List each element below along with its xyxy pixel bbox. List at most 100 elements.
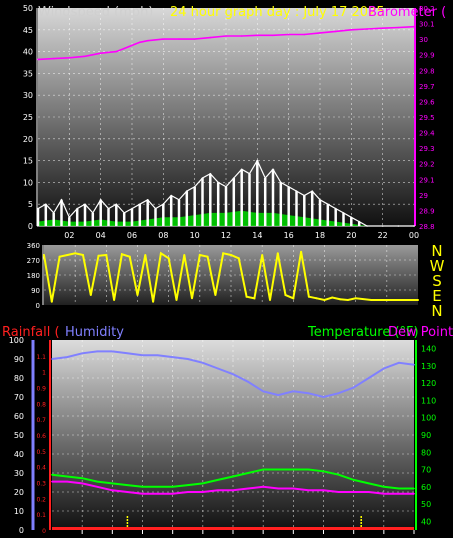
time-tick: 18 [315, 231, 325, 240]
wind-time-tick-labels: 02 04 06 08 10 12 14 16 18 20 22 00 [64, 231, 419, 240]
windspeed-line-point [178, 199, 180, 201]
wind-direction-point [300, 250, 303, 253]
wind-direction-point [198, 254, 201, 256]
windspeed-line-point [99, 199, 102, 201]
windspeed-line-point [272, 168, 274, 171]
wind-direction-point [237, 257, 240, 260]
wind-direction-point [346, 299, 349, 301]
compass-label: E [432, 287, 441, 305]
windspeed-line-point [123, 212, 125, 214]
windspeed-tick: 20 [23, 135, 33, 144]
barometer-line-point [303, 33, 306, 36]
windspeed-line-point [413, 225, 415, 227]
temperature-label: Temperature (°F) [307, 325, 419, 340]
rain-tick: 0.5 [36, 449, 46, 456]
barometer-tick: 30.1 [419, 21, 435, 29]
climate-panel-grid [52, 340, 414, 530]
barometer-line-point [397, 26, 400, 29]
direction-tick: 0 [36, 302, 40, 310]
temperature-line-point [398, 487, 400, 490]
windspeed-line-point [397, 225, 400, 227]
rainfall-label: Rainfall ( [2, 325, 60, 340]
temperature-line-point [247, 472, 249, 474]
humidity-line-point [187, 358, 189, 360]
windspeed-line-point [327, 203, 329, 205]
wind-direction-point [74, 252, 77, 255]
barometer-tick: 29.6 [419, 98, 435, 106]
wind-direction-point [89, 294, 92, 296]
temperature-series [51, 468, 415, 490]
temperature-tick: 60 [421, 483, 431, 492]
rain-tick: 0 [42, 528, 46, 535]
humidity-line-point [383, 367, 385, 370]
humidity-line-point [398, 362, 400, 364]
windspeed-line-point [264, 177, 267, 179]
windspeed-line-point [280, 181, 282, 184]
humidity-line-point [368, 377, 370, 379]
humidity-tick: 0 [19, 526, 24, 535]
humidity-tick: 20 [14, 488, 24, 497]
dewpoint-line-point [66, 480, 68, 483]
barometer-line-point [178, 38, 180, 40]
wind-direction-point [222, 252, 225, 255]
windspeed-line-point [225, 186, 227, 188]
dewpoint-line-point [262, 486, 265, 488]
time-tick: 08 [158, 231, 168, 240]
barometer-tick: 30 [419, 36, 428, 44]
windspeed-line-point [311, 190, 314, 192]
barometer-line-point [146, 39, 149, 42]
windspeed-line-point [209, 172, 212, 175]
wind-direction-point [370, 299, 373, 301]
windspeed-line-point [76, 207, 78, 210]
windspeed-line-point [146, 199, 149, 201]
windspeed-line-point [303, 194, 306, 197]
temperature-line-point [277, 468, 280, 471]
wind-direction-point [152, 300, 155, 303]
windspeed-tick: 25 [23, 113, 33, 122]
windspeed-line-point [233, 177, 235, 179]
temperature-line-point [307, 468, 310, 471]
windspeed-line-point [342, 212, 345, 214]
barometer-tick: 29.8 [419, 67, 435, 75]
dewpoint-line-point [322, 489, 325, 492]
barometer-line-point [381, 27, 384, 30]
dewpoint-line-point [352, 491, 355, 493]
dewpoint-line-point [277, 487, 280, 490]
time-tick: 04 [96, 231, 106, 240]
windspeed-line-point [381, 225, 384, 227]
temperature-line-point [156, 486, 159, 488]
time-tick: 20 [346, 231, 356, 240]
barometer-line-point [123, 47, 125, 50]
rain-tick: 1 [42, 370, 46, 377]
windspeed-tick: 40 [23, 48, 33, 57]
wind-direction-point [401, 299, 404, 301]
wind-direction-point [144, 254, 147, 256]
windspeed-line-point [217, 181, 219, 184]
temperature-tick: 70 [421, 466, 431, 475]
barometer-line-point [115, 50, 118, 53]
wind-direction-point [417, 299, 419, 301]
temperature-line-point [337, 473, 340, 476]
humidity-tick: 10 [14, 507, 24, 516]
temperature-tick: 80 [421, 448, 431, 457]
barometer-line-point [99, 52, 102, 54]
humidity-tick: 100 [9, 336, 24, 345]
humidity-line-point [66, 356, 68, 358]
wind-direction-point [159, 252, 162, 255]
dewpoint-line-point [141, 492, 144, 495]
barometer-line-point [334, 30, 337, 33]
barometer-tick: 29.1 [419, 176, 435, 184]
windspeed-line-point [170, 194, 172, 197]
temperature-tick: 140 [421, 345, 436, 354]
wind-direction-series [43, 250, 419, 303]
dewpoint-line-point [111, 489, 114, 492]
humidity-tick: 60 [14, 412, 24, 421]
humidity-line-point [247, 381, 249, 383]
temperature-line-point [96, 480, 99, 483]
temperature-tick: 50 [421, 500, 431, 509]
windspeed-tick: 50 [23, 4, 33, 13]
humidity-tick: 40 [14, 450, 24, 459]
temperature-tick: 110 [421, 396, 436, 405]
humidity-line-point [413, 363, 415, 366]
